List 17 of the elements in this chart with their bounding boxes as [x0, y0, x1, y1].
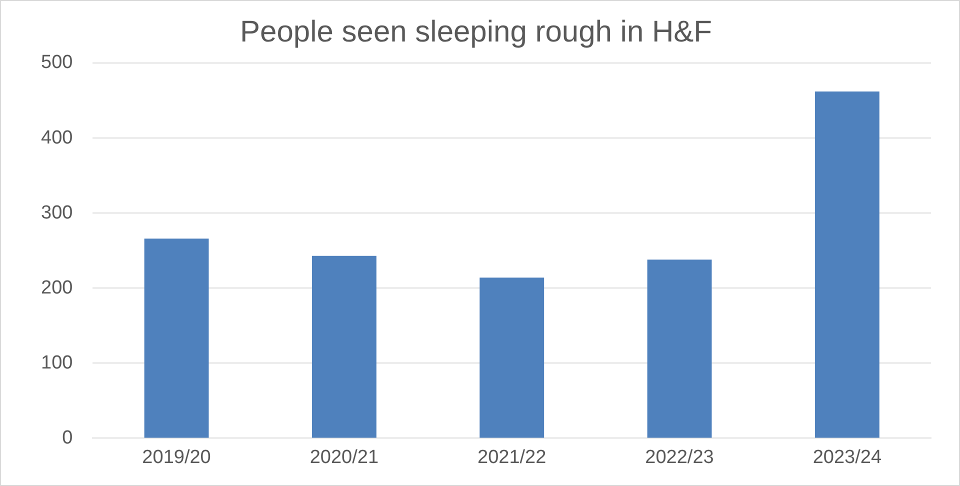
chart-title: People seen sleeping rough in H&F [240, 15, 712, 48]
y-tick-label: 300 [41, 202, 73, 224]
y-tick-label: 0 [62, 427, 73, 448]
bar [480, 278, 544, 438]
bar [647, 260, 712, 438]
y-tick-label: 100 [41, 352, 73, 374]
x-tick-label: 2022/23 [645, 446, 714, 468]
x-tick-label: 2019/20 [142, 446, 211, 468]
x-tick-label: 2021/22 [478, 446, 546, 468]
bar [814, 92, 880, 438]
x-tick-label: 2023/24 [812, 446, 882, 468]
y-tick-label: 200 [41, 277, 73, 298]
y-tick-label: 500 [41, 52, 73, 74]
bar [144, 238, 209, 438]
bar [312, 256, 376, 438]
y-tick-label: 400 [41, 127, 73, 148]
x-tick-label: 2020/21 [310, 446, 379, 468]
